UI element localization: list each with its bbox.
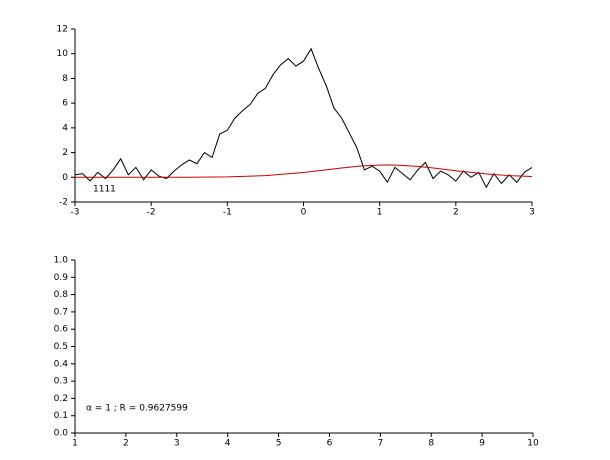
y-tick-label: 0.4 <box>54 359 69 369</box>
y-tick-label: 6 <box>62 99 68 109</box>
x-tick-label: 8 <box>428 439 434 449</box>
y-tick-label: 0.9 <box>54 273 69 283</box>
y-tick-label: 0.8 <box>54 290 69 300</box>
x-tick-label: 4 <box>225 439 231 449</box>
y-tick-label: 2 <box>62 148 68 158</box>
x-tick-label: 10 <box>527 439 539 449</box>
y-tick-label: 0.5 <box>54 342 68 352</box>
x-tick-label: 3 <box>529 208 535 218</box>
x-tick-label: 3 <box>174 439 180 449</box>
x-tick-label: 7 <box>377 439 383 449</box>
y-tick-label: 0.1 <box>54 411 68 421</box>
y-tick-label: 12 <box>57 25 68 35</box>
y-tick-label: 0.6 <box>54 325 69 335</box>
y-tick-label: 0.3 <box>54 377 68 387</box>
y-tick-label: 0 <box>62 173 68 183</box>
x-tick-label: 5 <box>276 439 282 449</box>
x-tick-label: -3 <box>71 208 80 218</box>
x-tick-label: -2 <box>147 208 156 218</box>
data-line <box>75 164 533 178</box>
y-tick-label: 4 <box>62 123 68 133</box>
x-tick-label: 9 <box>479 439 485 449</box>
annotation: 1111 <box>93 185 116 195</box>
x-tick-label: 0 <box>301 208 307 218</box>
y-tick-label: 0.2 <box>54 394 68 404</box>
annotation: α = 1 ; R = 0.9627599 <box>86 404 188 414</box>
x-tick-label: 6 <box>327 439 333 449</box>
x-tick-label: 2 <box>123 439 129 449</box>
y-tick-label: 1.0 <box>54 256 69 266</box>
x-tick-label: 1 <box>377 208 383 218</box>
x-tick-label: 1 <box>72 439 78 449</box>
y-tick-label: 8 <box>62 74 68 84</box>
y-tick-label: 10 <box>57 49 69 59</box>
x-tick-label: -1 <box>223 208 232 218</box>
y-tick-label: 0.0 <box>54 429 69 439</box>
data-line <box>74 47 533 189</box>
x-tick-label: 2 <box>453 208 459 218</box>
y-tick-label: 0.7 <box>54 307 68 317</box>
y-tick-label: -2 <box>59 198 68 208</box>
